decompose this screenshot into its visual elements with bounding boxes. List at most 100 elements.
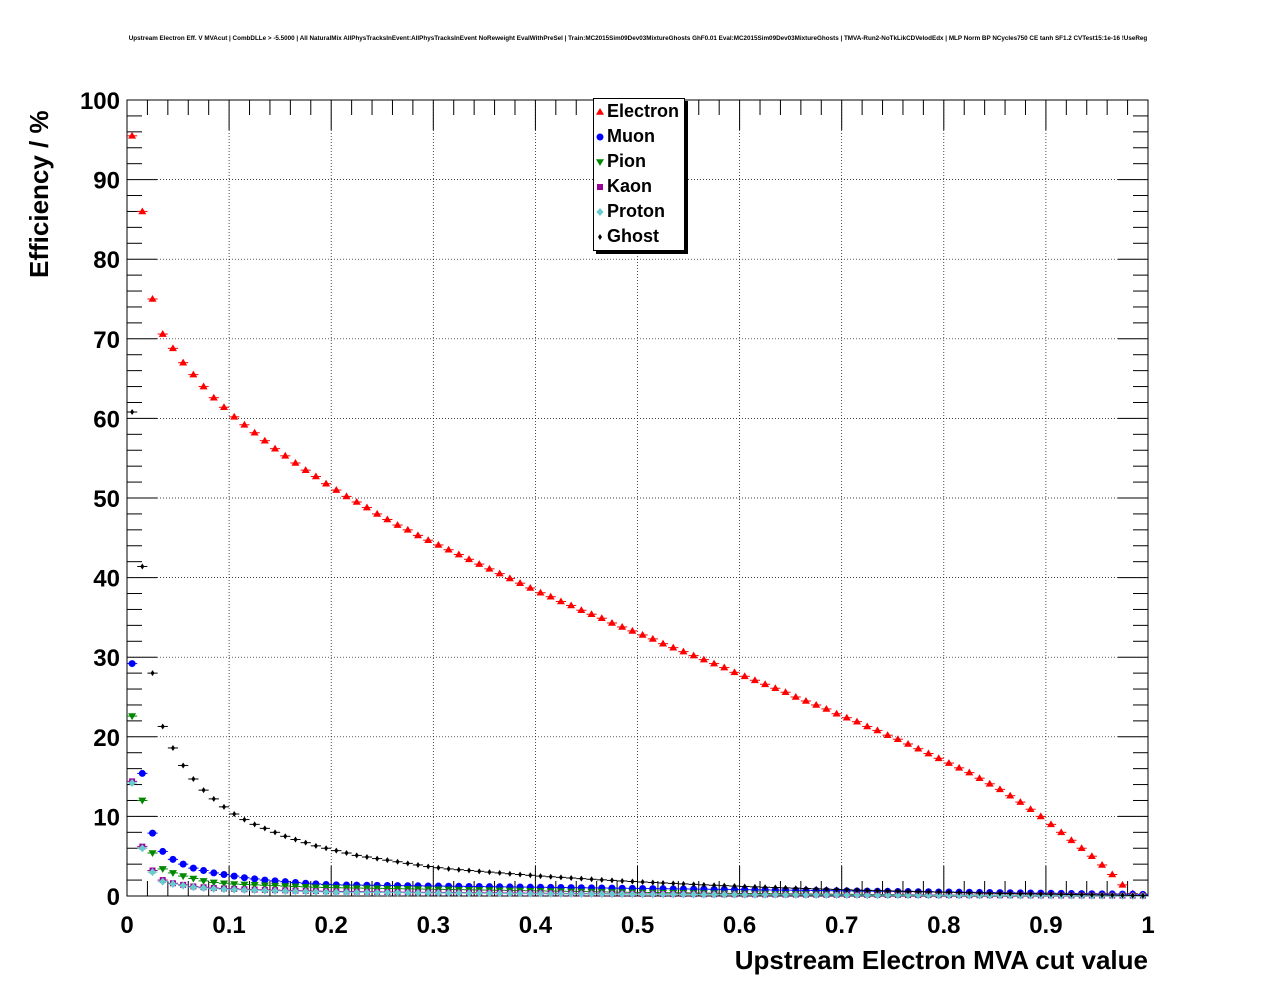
data-point-ghost: [620, 877, 625, 884]
data-point-electron: [546, 592, 555, 600]
data-point-ghost: [661, 879, 666, 886]
data-point-muon: [138, 769, 146, 777]
data-point-electron: [342, 492, 351, 500]
data-point-ghost: [273, 829, 278, 836]
data-point-proton: [485, 889, 493, 898]
data-point-electron: [597, 614, 606, 621]
data-point-proton: [690, 890, 698, 899]
x-tick-label: 1: [1141, 912, 1154, 939]
x-tick-label: 0.1: [212, 912, 245, 939]
data-point-proton: [863, 891, 871, 900]
legend-marker: [596, 158, 604, 166]
data-point-muon: [159, 847, 167, 855]
data-point-electron: [1118, 880, 1127, 888]
data-point-muon: [261, 876, 269, 884]
data-point-proton: [812, 890, 820, 899]
triangle-down-marker-icon: [596, 158, 604, 166]
data-point-electron: [669, 643, 678, 651]
legend-marker: [596, 133, 604, 140]
data-point-proton: [914, 891, 922, 900]
data-point-ghost: [497, 869, 502, 876]
data-point-ghost: [824, 886, 829, 893]
data-point-proton: [189, 883, 197, 892]
data-point-muon: [220, 871, 228, 879]
data-point-ghost: [855, 887, 860, 894]
data-point-proton: [516, 889, 524, 898]
series-electron: [127, 131, 1138, 897]
data-point-proton: [710, 890, 718, 899]
triangle-up-marker-icon: [596, 107, 604, 115]
data-point-proton: [434, 888, 442, 897]
data-point-ghost: [630, 878, 635, 885]
data-point-electron: [128, 131, 137, 139]
data-point-ghost: [130, 409, 135, 416]
data-point-electron: [1067, 836, 1076, 844]
data-point-proton: [506, 889, 514, 898]
data-point-proton: [404, 888, 412, 897]
data-point-ghost: [313, 842, 318, 849]
square-marker-icon: [597, 183, 603, 190]
data-point-electron: [679, 647, 688, 655]
data-point-electron: [985, 779, 994, 787]
data-point-electron: [332, 486, 341, 493]
data-point-electron: [607, 618, 616, 626]
data-point-ghost: [712, 882, 717, 889]
data-point-proton: [700, 890, 708, 899]
data-point-ghost: [681, 880, 686, 887]
data-point-proton: [751, 890, 759, 899]
y-tick-label: 90: [93, 168, 120, 195]
data-point-proton: [853, 891, 861, 900]
data-point-electron: [975, 774, 984, 781]
legend: Electron Muon Pion Kaon Proton Ghost: [593, 98, 685, 251]
x-tick-label: 0.6: [723, 912, 756, 939]
x-tick-label: 0.4: [519, 912, 553, 939]
data-point-ghost: [742, 883, 747, 890]
data-point-electron: [801, 696, 810, 704]
y-tick-label: 40: [93, 566, 120, 593]
data-point-electron: [219, 403, 228, 411]
data-point-proton: [251, 886, 259, 895]
data-point-proton: [149, 868, 157, 877]
data-point-proton: [720, 890, 728, 899]
data-point-ghost: [732, 883, 737, 890]
data-point-proton: [547, 889, 555, 898]
data-point-ghost: [701, 881, 706, 888]
data-point-ghost: [221, 803, 226, 810]
data-point-electron: [944, 759, 953, 766]
data-point-proton: [792, 890, 800, 899]
data-point-proton: [873, 891, 881, 900]
data-point-electron: [965, 768, 974, 776]
data-point-proton: [557, 889, 565, 898]
data-point-ghost: [538, 873, 543, 880]
data-point-ghost: [906, 888, 911, 895]
data-point-ghost: [885, 887, 890, 894]
data-point-ghost: [181, 762, 186, 769]
x-axis-label: Upstream Electron MVA cut value: [734, 945, 1148, 975]
data-point-electron: [383, 515, 392, 523]
data-point-electron: [526, 583, 535, 591]
data-point-ghost: [916, 888, 921, 895]
data-point-ghost: [364, 853, 369, 860]
data-point-proton: [741, 890, 749, 899]
circle-marker-icon: [596, 133, 604, 140]
data-point-electron: [883, 731, 892, 739]
data-point-ghost: [773, 884, 778, 891]
data-point-electron: [158, 330, 167, 337]
data-point-pion: [260, 882, 269, 890]
data-point-electron: [924, 749, 933, 757]
legend-label: Kaon: [607, 176, 652, 196]
data-point-ghost: [211, 795, 216, 802]
data-point-proton: [394, 888, 402, 897]
data-point-proton: [567, 889, 575, 898]
data-point-electron: [710, 659, 719, 667]
data-point-ghost: [599, 876, 604, 883]
data-point-electron: [1047, 820, 1056, 828]
data-point-ghost: [507, 870, 512, 877]
data-point-ghost: [1069, 891, 1074, 898]
data-point-ghost: [334, 847, 339, 854]
legend-entry-kaon: Kaon: [594, 174, 652, 199]
data-point-electron: [199, 382, 208, 390]
data-point-electron: [659, 639, 668, 647]
data-point-proton: [924, 891, 932, 900]
